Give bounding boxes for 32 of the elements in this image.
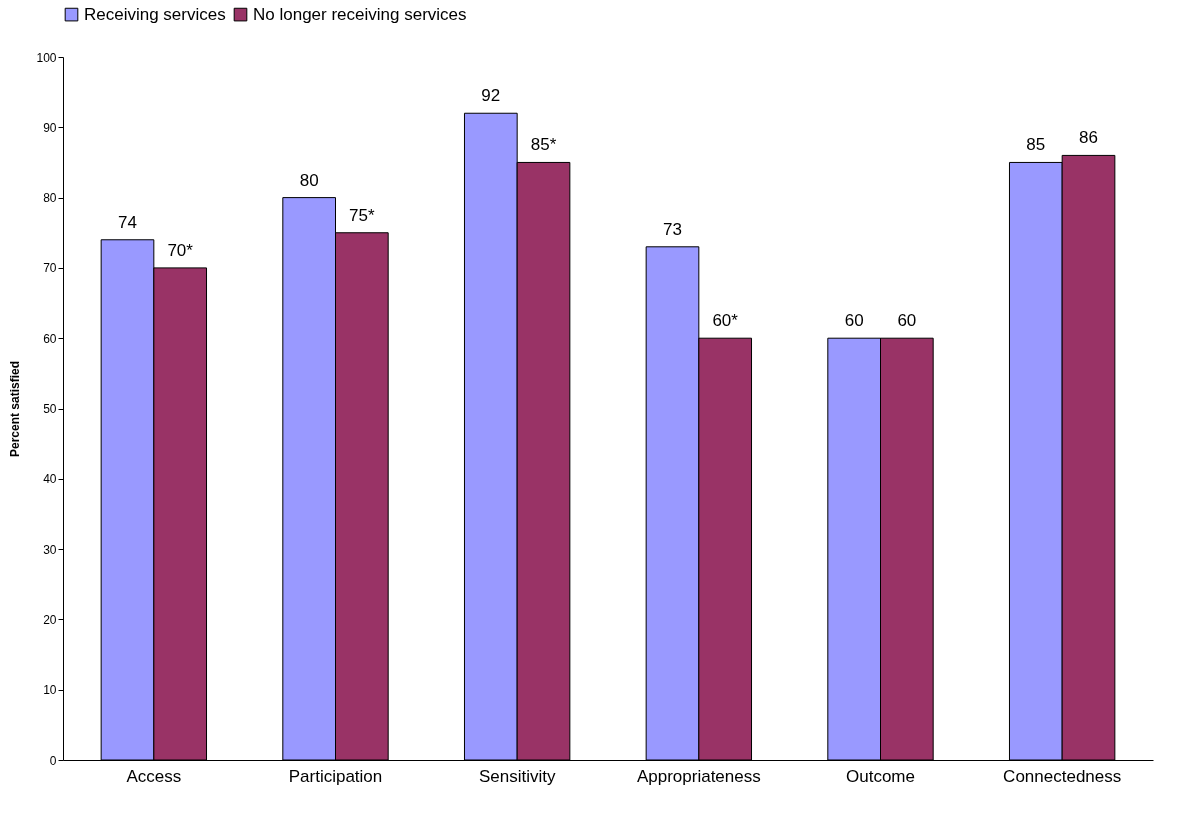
y-tick-label: 80 (43, 191, 57, 206)
y-tick-label: 90 (43, 120, 57, 135)
data-label: 74 (118, 212, 137, 232)
y-axis-title: Percent satisfied (8, 360, 23, 458)
data-label: 75* (349, 205, 375, 225)
y-tick-label: 0 (49, 753, 57, 768)
x-tick-label: Access (126, 766, 182, 786)
data-label: 60 (844, 311, 864, 331)
legend-label: Receiving services (84, 4, 226, 24)
x-tick-label: Participation (288, 766, 383, 786)
x-tick-label: Connectedness (1003, 766, 1122, 786)
y-tick-label: 20 (43, 612, 57, 627)
legend-label: No longer receiving services (253, 4, 467, 24)
data-label: 80 (299, 170, 319, 190)
data-label: 60* (712, 311, 739, 331)
x-tick-label: Sensitivity (478, 766, 556, 786)
x-tick-label: Outcome (846, 766, 915, 786)
data-label: 86 (1079, 128, 1098, 148)
data-label: 70* (167, 240, 194, 260)
data-label: 85* (530, 135, 557, 155)
y-tick-label: 60 (43, 331, 57, 346)
data-label: 60 (897, 311, 917, 331)
y-tick-label: 10 (43, 683, 57, 698)
y-tick-label: 50 (43, 402, 57, 416)
y-tick-label: 100 (36, 50, 57, 65)
data-label: 85 (1026, 135, 1046, 155)
data-label: 92 (481, 86, 501, 106)
y-tick-label: 70 (43, 261, 57, 276)
y-tick-label: 40 (43, 472, 57, 487)
y-tick-label: 30 (43, 542, 57, 557)
x-tick-label: Appropriateness (636, 766, 761, 786)
data-label: 73 (663, 219, 682, 239)
